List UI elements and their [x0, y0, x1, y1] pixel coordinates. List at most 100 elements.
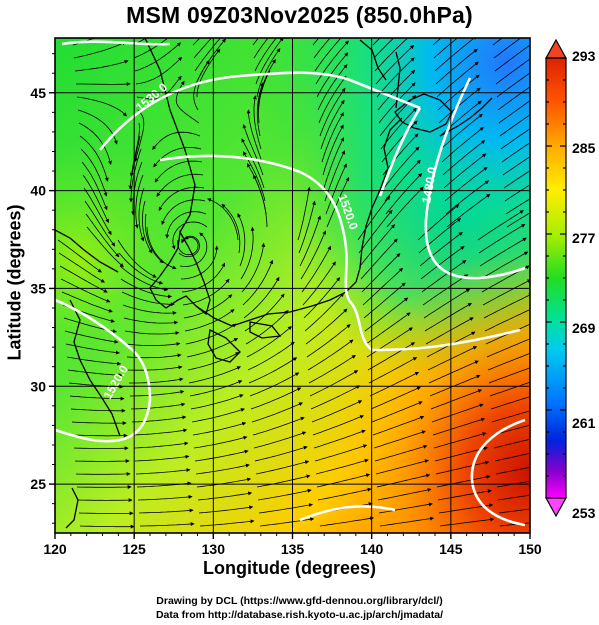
- streamline: [430, 389, 483, 410]
- streamline: [496, 480, 530, 488]
- streamline: [435, 460, 490, 475]
- streamline: [383, 146, 420, 189]
- streamline: [432, 417, 486, 436]
- lat-lon-grid: [55, 38, 530, 533]
- streamline: [376, 57, 415, 98]
- streamline: [120, 278, 173, 299]
- streamline: [127, 365, 183, 371]
- streamline: [196, 477, 252, 488]
- streamline: [194, 38, 221, 72]
- streamline: [315, 40, 349, 85]
- streamline: [502, 156, 530, 176]
- streamline: [438, 87, 481, 124]
- streamline: [246, 109, 263, 163]
- streamline: [498, 508, 530, 514]
- streamline: [494, 452, 530, 462]
- streamline: [297, 186, 311, 241]
- streamline: [185, 323, 237, 345]
- streamline: [72, 433, 128, 438]
- streamline: [317, 487, 372, 501]
- streamline: [81, 161, 108, 211]
- y-tick-label: 45: [30, 85, 46, 101]
- streamline: [253, 431, 307, 449]
- streamline: [419, 232, 463, 267]
- colorbar-label: 293: [572, 48, 596, 64]
- streamline: [242, 259, 274, 306]
- streamline: [237, 213, 246, 267]
- streamline: [494, 44, 530, 72]
- streamline: [78, 511, 134, 516]
- streamline: [308, 355, 356, 384]
- y-tick-label: 30: [30, 378, 46, 394]
- streamline: [361, 253, 401, 293]
- streamline: [434, 446, 488, 462]
- streamline: [372, 415, 425, 436]
- streamline: [506, 212, 530, 228]
- streamline: [299, 215, 321, 267]
- streamline: [76, 82, 131, 87]
- streamline: [177, 235, 199, 256]
- streamline: [199, 519, 255, 527]
- colorbar-top-arrow: [544, 38, 568, 59]
- streamline: [243, 276, 280, 319]
- contour-label: 1480.0: [419, 166, 439, 205]
- streamline: [298, 200, 316, 254]
- streamline: [191, 408, 245, 423]
- coastlines: [55, 38, 493, 529]
- streamline: [362, 267, 404, 306]
- streamline: [83, 187, 112, 236]
- streamline: [427, 346, 478, 371]
- streamline: [144, 213, 164, 264]
- streamline: [161, 199, 206, 226]
- streamline: [254, 38, 277, 72]
- streamline: [495, 466, 530, 475]
- streamline: [496, 72, 530, 98]
- streamline: [255, 460, 310, 475]
- y-tick-label: 35: [30, 280, 46, 296]
- streamline: [197, 491, 253, 501]
- streamline: [488, 367, 530, 384]
- streamline: [478, 223, 526, 254]
- streamline: [129, 377, 184, 384]
- streamline: [384, 159, 421, 202]
- streamline: [493, 438, 530, 449]
- colorbar-label: 285: [572, 140, 596, 156]
- y-tick-label: 25: [30, 476, 46, 492]
- streamline: [495, 58, 530, 85]
- streamline: [137, 494, 193, 501]
- streamline: [245, 310, 289, 345]
- streamline: [134, 174, 144, 229]
- streamline: [134, 454, 190, 462]
- streamline: [256, 82, 264, 137]
- streamline: [492, 424, 530, 436]
- streamline: [246, 326, 292, 358]
- streamline: [254, 445, 308, 462]
- streamline: [374, 38, 409, 72]
- streamline: [442, 140, 486, 176]
- streamline: [240, 226, 255, 280]
- streamline: [505, 198, 530, 215]
- streamline: [429, 374, 481, 397]
- streamline: [194, 449, 249, 462]
- streamline: [152, 131, 201, 151]
- streamline: [251, 402, 304, 423]
- streamline: [437, 489, 492, 501]
- streamline: [492, 38, 503, 46]
- streamline: [314, 444, 368, 462]
- streamline: [256, 474, 311, 488]
- streamline: [79, 135, 109, 182]
- streamline: [371, 401, 423, 423]
- colorbar-label: 277: [572, 230, 596, 246]
- streamline: [129, 122, 140, 177]
- streamline: [76, 96, 127, 117]
- x-axis-ticks: 120 125 130 135 140 145 150: [43, 533, 542, 557]
- streamline: [156, 173, 204, 197]
- streamline: [307, 339, 354, 371]
- streamline: [326, 177, 350, 228]
- streamline: [221, 203, 241, 254]
- streamline: [85, 213, 120, 258]
- streamline: [323, 137, 345, 189]
- streamline: [500, 128, 530, 150]
- streamline: [71, 421, 127, 426]
- y-tick-label: 40: [30, 183, 46, 199]
